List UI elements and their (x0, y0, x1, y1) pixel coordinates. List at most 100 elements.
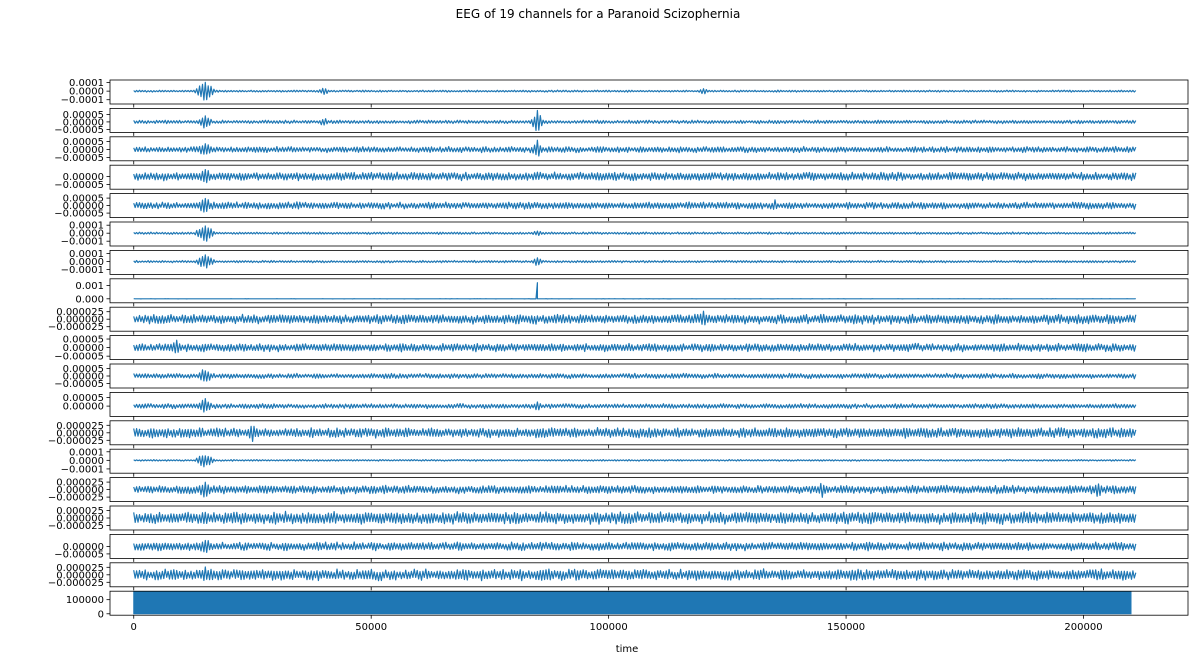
axes-frame (109, 448, 1189, 474)
y-tick-label: 0.0000 (69, 229, 104, 240)
y-tick-label: 0.000000 (56, 514, 104, 525)
y-tick-label: −0.00005 (54, 153, 104, 164)
y-tick-label: −0.000025 (48, 322, 104, 333)
y-tick-label: −0.000025 (48, 578, 104, 589)
y-tick-label: 0.000 (75, 294, 104, 305)
axes-frame (109, 164, 1189, 190)
series-line-channel-13 (133, 425, 1137, 442)
y-tick-label: 0.00000 (63, 145, 104, 156)
y-tick-label: 0.000025 (56, 478, 104, 489)
x-axis: 0 50000 100000 150000 200000 (131, 622, 1103, 633)
y-tick-label: −0.00005 (54, 125, 104, 136)
y-tick-label: 0.0000 (69, 456, 104, 467)
series-line-channel-15 (133, 481, 1137, 498)
axes-frame (109, 221, 1189, 247)
y-tick-label: −0.0001 (61, 237, 104, 248)
y-tick-label: 0.00005 (63, 393, 104, 404)
y-tick-label: −0.0001 (61, 265, 104, 276)
axes-frame (109, 136, 1189, 162)
y-tick-label: −0.0001 (61, 95, 104, 106)
x-axis-label: time (616, 644, 639, 655)
y-tick-label: 100000 (66, 595, 104, 606)
y-tick-label: −0.00005 (54, 180, 104, 191)
series-line-channel-3 (133, 139, 1137, 157)
axes-frame (109, 590, 1189, 616)
y-tick-label: −0.00005 (54, 352, 104, 363)
y-tick-label: 0.000000 (56, 428, 104, 439)
y-tick-label: −0.00005 (54, 209, 104, 220)
y-tick-label: 0.00005 (63, 364, 104, 375)
axes-frame (109, 108, 1189, 133)
axes-frame (109, 249, 1189, 275)
y-tick-label: 0.00005 (63, 110, 104, 121)
series-line-channel-6 (133, 225, 1137, 242)
series-line-channel-11 (133, 369, 1137, 382)
y-tick-label: 0.00005 (63, 194, 104, 205)
subplot-channel-17: 0.00000−0.00005 (54, 534, 1189, 562)
axes-frame (109, 391, 1189, 417)
y-tick-label: 0.001 (75, 281, 104, 292)
subplot-channel-4: 0.00000−0.00005 (54, 164, 1189, 193)
series-index-fill (133, 591, 1132, 615)
y-tick-label: 0.000000 (56, 570, 104, 581)
y-tick-label: −0.000025 (48, 521, 104, 532)
y-tick-label: 0.00000 (63, 402, 104, 413)
y-tick-label: 0.0001 (69, 447, 104, 458)
axes-frame (109, 278, 1189, 304)
y-tick-label: 0.0001 (69, 221, 104, 232)
y-tick-label: −0.00005 (54, 379, 104, 390)
y-tick-label: 0.00005 (63, 335, 104, 346)
series-line-channel-8 (133, 282, 1136, 300)
y-tick-label: 0.00005 (63, 137, 104, 148)
y-tick-label: 0.0001 (69, 78, 104, 89)
y-tick-label: 0.0001 (69, 249, 104, 260)
y-tick-label: 0.00000 (63, 343, 104, 354)
chart-title: EEG of 19 channels for a Paranoid Scizop… (456, 7, 741, 21)
subplot-stack: 0.00010.0000−0.00010.000050.00000−0.0000… (48, 78, 1189, 620)
series-line-channel-1 (133, 81, 1137, 101)
series-line-channel-7 (133, 254, 1137, 269)
x-tick-label: 50000 (355, 622, 387, 633)
y-tick-label: 0.000025 (56, 307, 104, 318)
y-tick-label: 0.00000 (63, 201, 104, 212)
series-line-channel-18 (133, 566, 1137, 582)
x-tick-label: 100000 (590, 622, 628, 633)
axes-frame (109, 79, 1189, 105)
y-tick-label: 0.000025 (56, 506, 104, 517)
y-tick-label: −0.000025 (48, 493, 104, 504)
y-tick-label: −0.0001 (61, 464, 104, 475)
subplot-channel-8: 0.001 0.000 (75, 278, 1189, 307)
subplot-channel-19: 100000 0 (66, 590, 1189, 620)
y-tick-label: 0.000025 (56, 421, 104, 432)
series-line-channel-10 (133, 339, 1137, 354)
y-tick-label: 0 (98, 609, 104, 620)
y-tick-label: −0.000025 (48, 436, 104, 447)
series-line-channel-4 (133, 169, 1137, 184)
x-tick-label: 150000 (827, 622, 865, 633)
series-line-channel-17 (133, 539, 1137, 553)
y-tick-label: 0.000000 (56, 485, 104, 496)
y-tick-label: 0.0000 (69, 87, 104, 98)
y-tick-label: 0.00000 (63, 542, 104, 553)
y-tick-label: 0.00000 (63, 172, 104, 183)
series-line-channel-12 (133, 398, 1137, 413)
y-tick-label: 0.0000 (69, 257, 104, 268)
series-line-channel-9 (133, 310, 1137, 326)
x-tick-label: 0 (131, 622, 137, 633)
series-line-channel-5 (133, 197, 1137, 213)
